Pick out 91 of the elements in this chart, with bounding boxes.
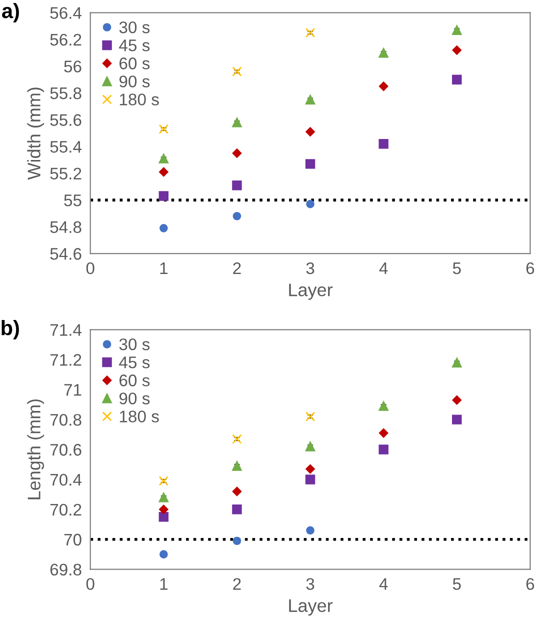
y-tick-label: 70.2: [50, 504, 82, 516]
y-tick-label: 56: [64, 60, 82, 72]
point: [232, 66, 242, 76]
x-tick-label: 3: [306, 262, 314, 274]
point: [158, 492, 169, 502]
point: [306, 464, 315, 474]
x-tick-label: 0: [86, 262, 94, 274]
legend-label: 180 s: [120, 410, 159, 422]
chart-title: b): [2, 320, 19, 340]
point: [159, 504, 168, 514]
y-tick-label: 54.6: [50, 248, 82, 260]
y-tick-label: 54.8: [50, 221, 82, 234]
point: [305, 474, 316, 484]
x-axis-title: Layer: [289, 284, 333, 300]
y-tick-label: 55.2: [50, 168, 82, 180]
point: [158, 476, 169, 486]
y-tick-label: 55.8: [50, 87, 82, 100]
point: [305, 28, 316, 38]
x-tick-label: 5: [452, 578, 461, 590]
legend-label: 30 s: [119, 21, 150, 34]
x-axis-title: Layer: [289, 599, 333, 616]
y-tick-label: 56.2: [50, 34, 82, 46]
point: [378, 138, 388, 149]
legend-label: 30 s: [119, 338, 150, 350]
legend-label: 180 s: [120, 94, 159, 106]
x-tick-label: 4: [379, 262, 388, 274]
y-tick-label: 55.6: [50, 114, 82, 126]
legend-label: 45 s: [119, 356, 150, 368]
y-tick-label: 69.8: [50, 564, 82, 576]
point: [452, 414, 462, 424]
point: [452, 46, 462, 55]
point: [232, 434, 242, 444]
point: [378, 82, 388, 91]
y-tick-label: 71.2: [50, 354, 82, 366]
point: [378, 428, 388, 438]
point: [232, 461, 242, 471]
point: [452, 74, 462, 84]
y-tick-label: 55.4: [50, 141, 82, 153]
y-tick-label: 70.8: [50, 414, 82, 426]
point: [232, 180, 242, 190]
point: [305, 412, 316, 422]
legend-label: 45 s: [119, 40, 150, 52]
y-tick-label: 70.4: [50, 474, 82, 486]
point: [378, 444, 388, 454]
y-tick-label: 70.6: [50, 444, 82, 456]
point: [305, 159, 316, 169]
point: [159, 167, 168, 177]
point: [159, 224, 168, 232]
x-tick-label: 2: [233, 262, 241, 274]
x-tick-label: 6: [526, 262, 534, 274]
legend-label: 60 s: [120, 374, 150, 386]
point: [158, 512, 169, 522]
x-tick-label: 5: [452, 262, 461, 274]
point: [305, 442, 316, 452]
y-tick-label: 70: [64, 534, 82, 546]
x-tick-label: 3: [306, 578, 314, 590]
y-tick-label: 71.4: [50, 324, 82, 336]
y-axis-title: Width (mm): [27, 88, 44, 180]
point: [306, 127, 315, 136]
point: [452, 395, 462, 405]
point: [378, 48, 388, 58]
point: [158, 191, 169, 201]
x-tick-label: 4: [379, 578, 388, 590]
point: [232, 148, 242, 158]
point: [158, 124, 169, 134]
x-tick-label: 6: [526, 578, 534, 590]
point: [232, 212, 242, 220]
point: [232, 118, 242, 128]
y-axis-title: Length (mm): [27, 399, 44, 500]
x-tick-label: 1: [160, 578, 168, 590]
point: [306, 526, 314, 535]
x-tick-label: 1: [160, 262, 168, 274]
chart-title: a): [2, 2, 19, 22]
point: [452, 358, 462, 368]
point: [159, 550, 168, 559]
point: [306, 200, 314, 208]
point: [305, 94, 316, 105]
point: [232, 536, 242, 546]
y-tick-label: 71: [64, 384, 82, 396]
y-tick-label: 55: [64, 194, 82, 206]
x-tick-label: 2: [233, 578, 241, 590]
point: [378, 401, 388, 411]
legend-label: 60 s: [120, 58, 150, 70]
legend-label: 90 s: [119, 76, 150, 88]
point: [158, 154, 169, 164]
x-tick-label: 0: [86, 578, 94, 590]
point: [232, 486, 242, 496]
point: [232, 504, 242, 514]
y-tick-label: 56.4: [50, 7, 82, 19]
legend-label: 90 s: [119, 392, 150, 404]
point: [452, 25, 462, 35]
